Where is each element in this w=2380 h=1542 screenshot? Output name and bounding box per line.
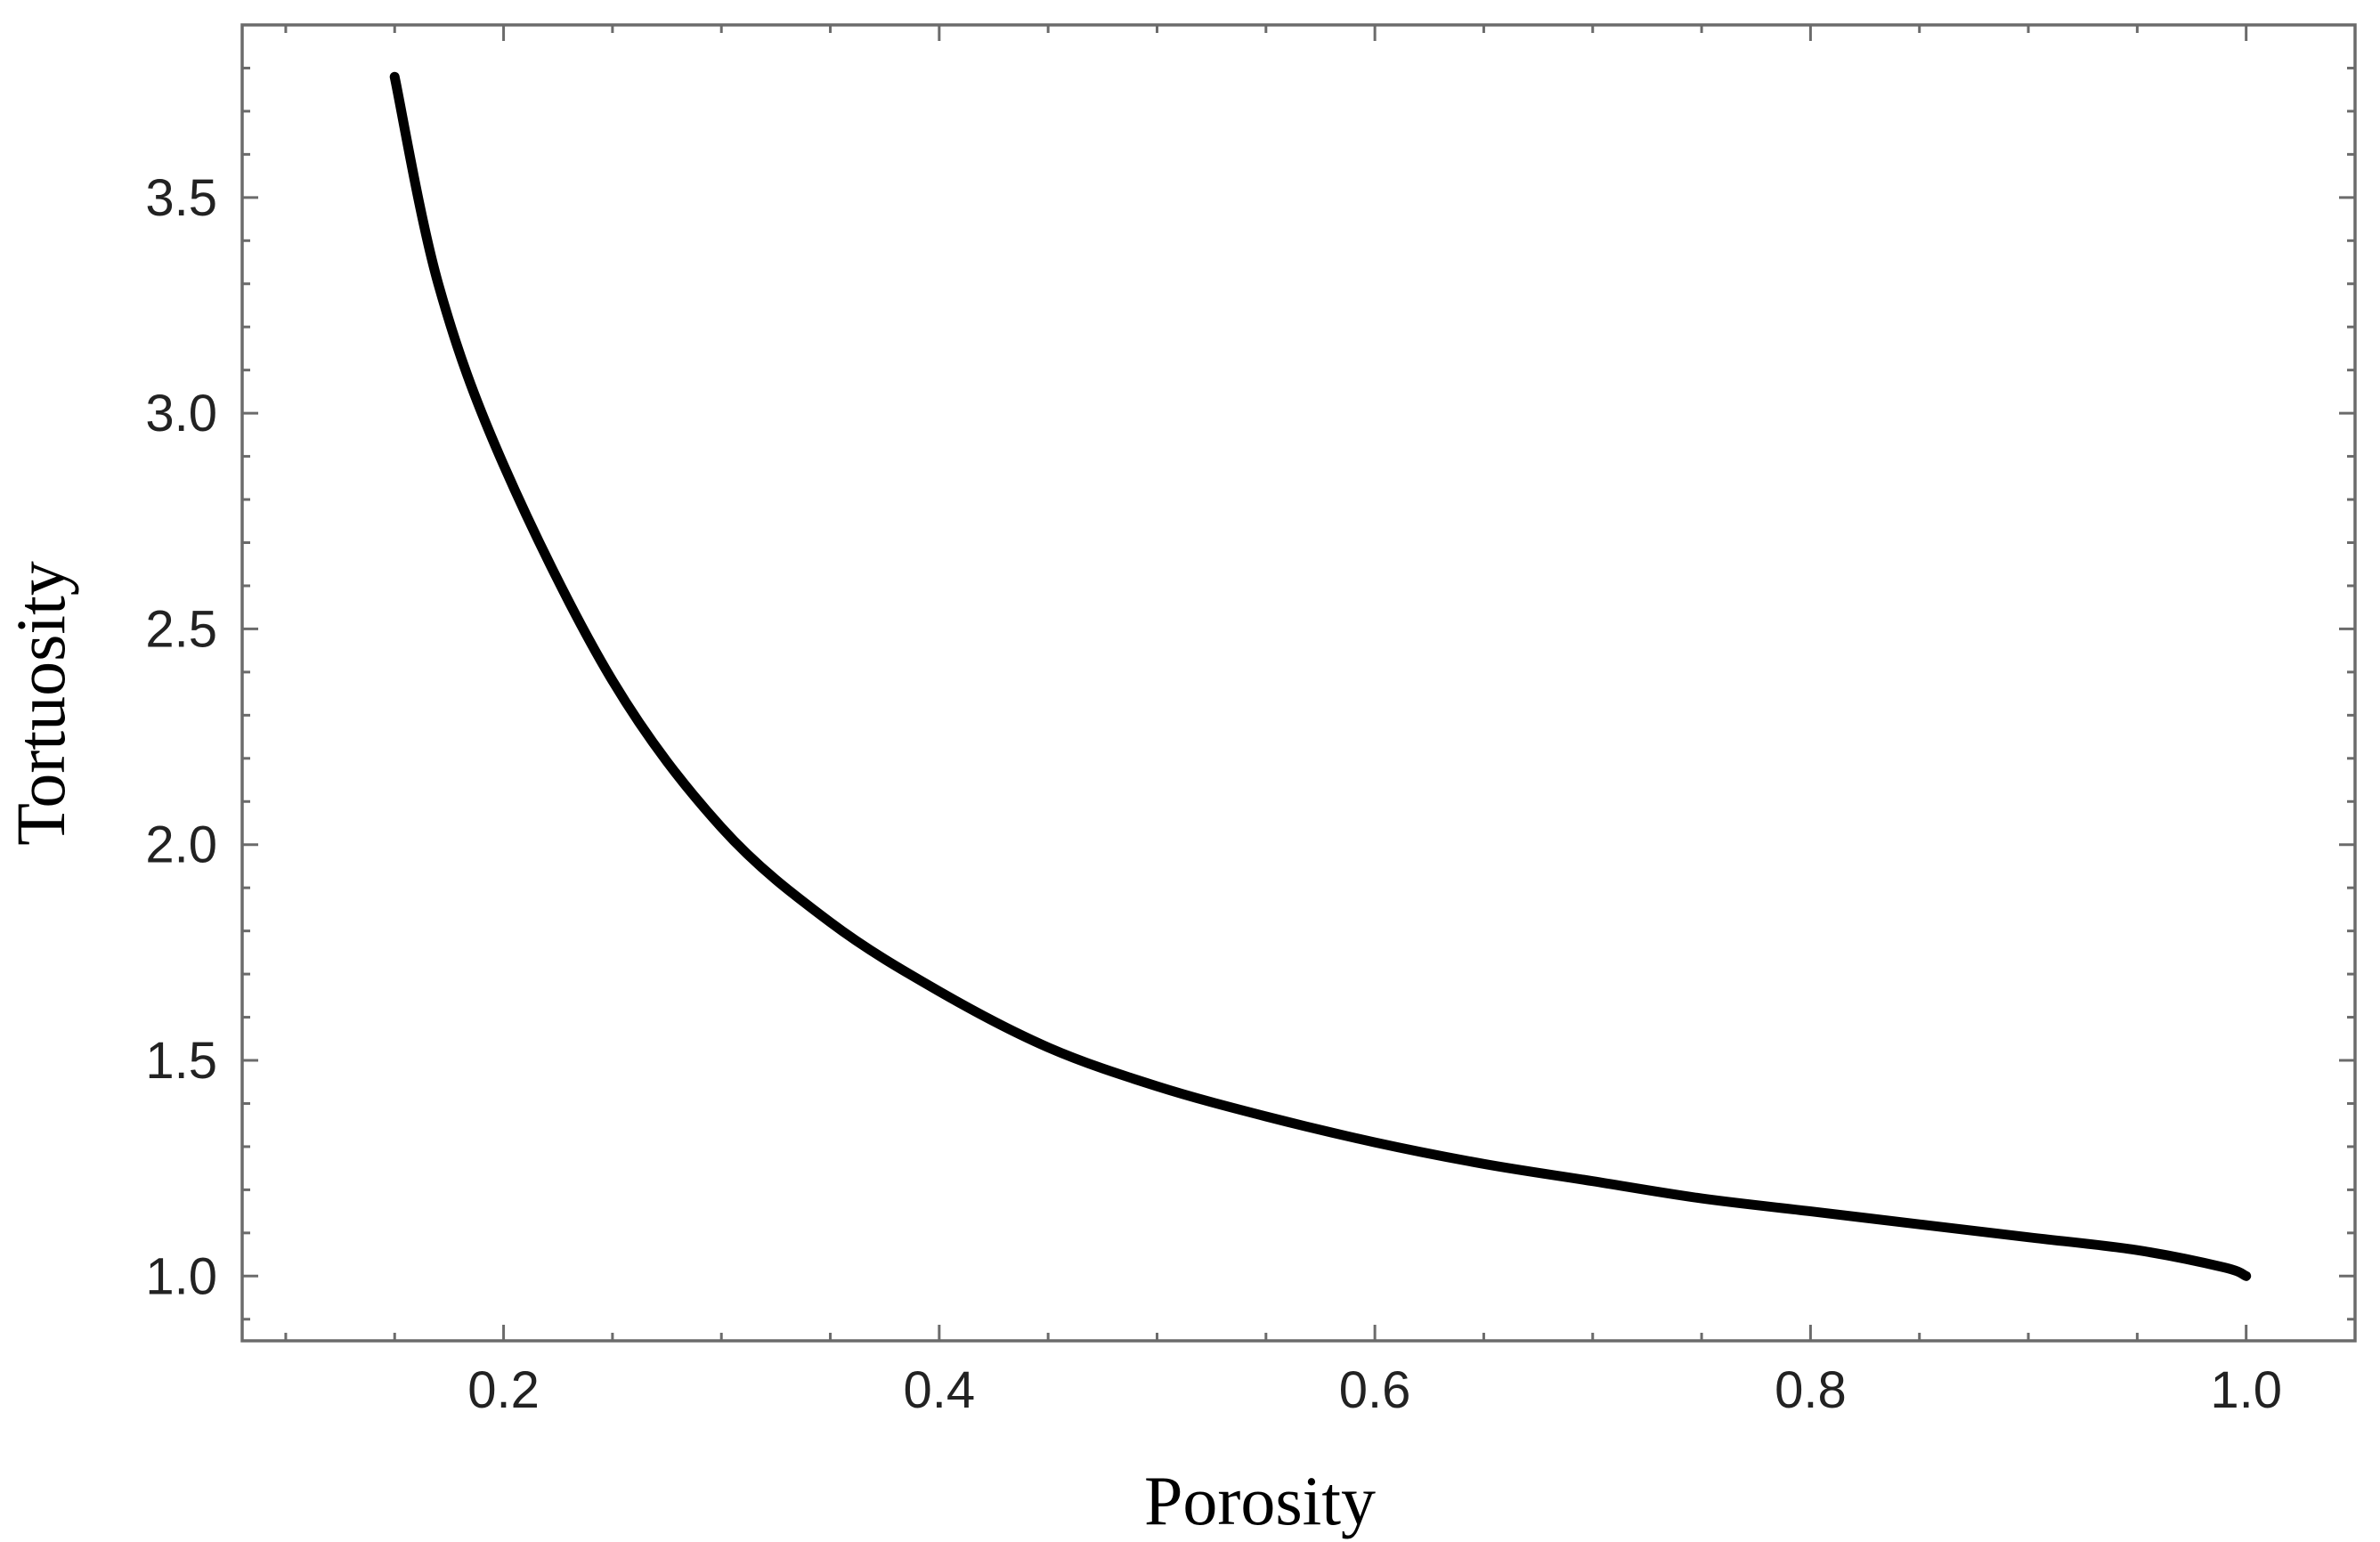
x-tick-label: 0.6 [1339,1361,1411,1419]
y-tick-label: 1.5 [145,1032,217,1090]
series-line [389,71,2252,1281]
x-tick-label: 0.2 [467,1361,540,1419]
plot-frame [240,23,2357,1343]
x-axis-title: Porosity [1144,1462,1376,1539]
x-tick-label: 1.0 [2210,1361,2282,1419]
x-axis-ticks: 0.2 0.4 0.6 0.8 1.0 [284,25,2282,1419]
y-axis-title: Tortuosity [2,561,79,846]
x-tick-label: 0.4 [904,1361,976,1419]
x-tick-label: 0.8 [1775,1361,1847,1419]
y-tick-label: 2.5 [145,600,217,658]
y-tick-label: 3.5 [145,169,217,227]
y-axis-ticks: 1.0 1.5 2.0 2.5 3.0 3.5 [145,66,2355,1321]
y-tick-label: 2.0 [145,816,217,874]
y-tick-label: 1.0 [145,1247,217,1305]
y-tick-label: 3.0 [145,385,217,442]
